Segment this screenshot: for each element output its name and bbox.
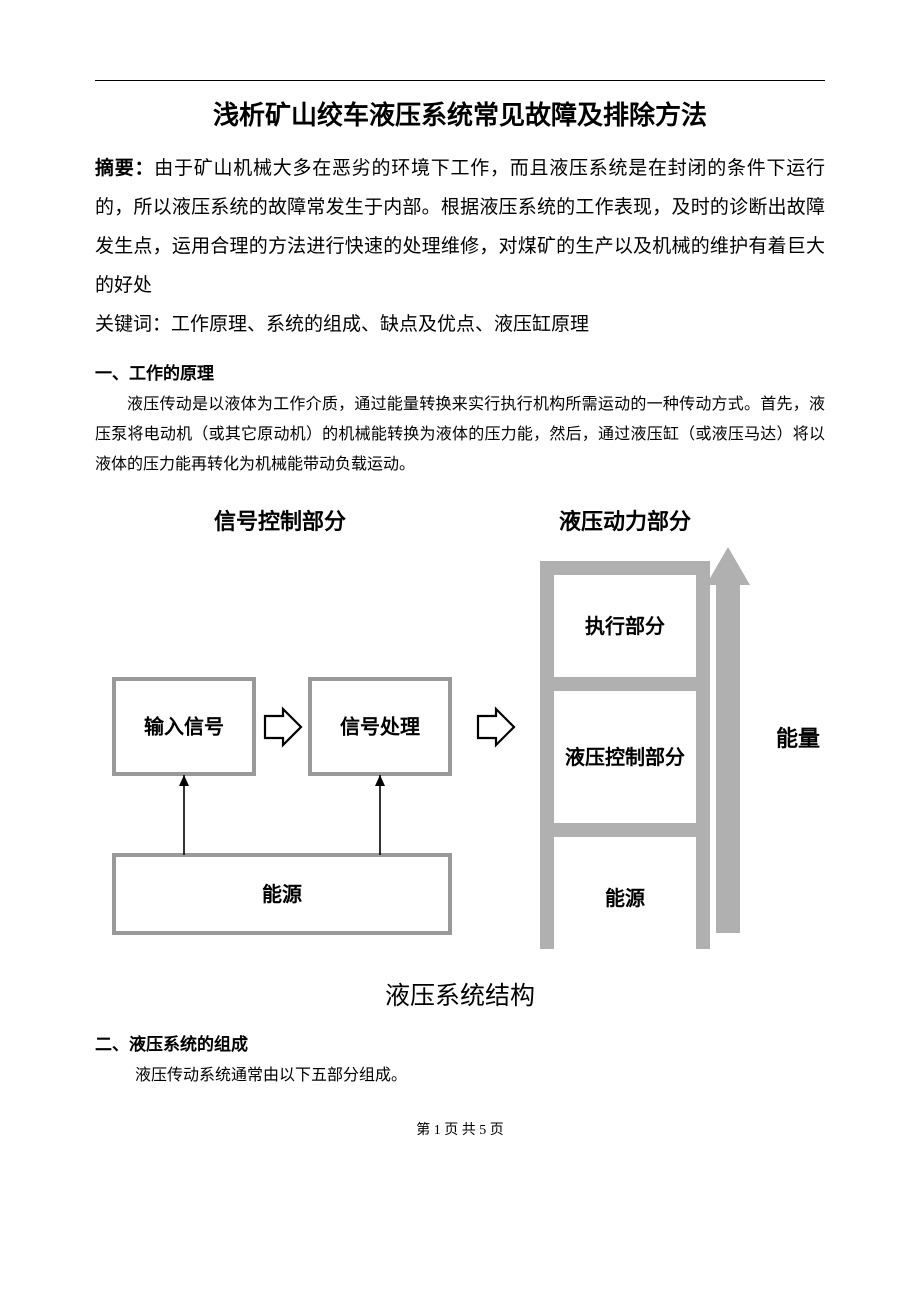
section-2-body: 液压传动系统通常由以下五部分组成。	[95, 1061, 825, 1091]
header-hydraulic-power: 液压动力部分	[559, 509, 691, 534]
energy-cell-label: 能源	[605, 886, 645, 910]
document-title: 浅析矿山绞车液压系统常见故障及排除方法	[95, 95, 825, 132]
section-1-body: 液压传动是以液体为工作介质，通过能量转换来实行执行机构所需运动的一种传动方式。首…	[95, 390, 825, 481]
energy-flow-arrow	[706, 547, 750, 933]
arrow-source-to-input-head	[179, 775, 189, 786]
arrow-process-to-stack	[478, 709, 514, 745]
section-1-heading: 一、工作的原理	[95, 359, 825, 384]
signal-process-box-label: 信号处理	[340, 714, 420, 738]
hydraulic-system-diagram: 信号控制部分液压动力部分输入信号信号处理能源执行部分液压控制部分能源能量流 液压…	[100, 499, 820, 1012]
abstract-label: 摘要：	[95, 158, 154, 179]
header-signal-control: 信号控制部分	[214, 509, 346, 534]
energy-flow-label: 能量流	[776, 726, 820, 751]
diagram-caption: 液压系统结构	[100, 976, 820, 1012]
energy-source-box-label: 能源	[262, 882, 302, 906]
page-footer: 第 1 页 共 5 页	[95, 1119, 825, 1139]
abstract-paragraph: 摘要：由于矿山机械大多在恶劣的环境下工作，而且液压系统是在封闭的条件下运行的，所…	[95, 150, 825, 306]
hydraulic-control-cell-label: 液压控制部分	[565, 745, 685, 769]
arrow-source-to-process-head	[375, 775, 385, 786]
exec-part-cell-label: 执行部分	[585, 614, 665, 638]
abstract-text: 由于矿山机械大多在恶劣的环境下工作，而且液压系统是在封闭的条件下运行的，所以液压…	[95, 158, 825, 296]
diagram-svg: 信号控制部分液压动力部分输入信号信号处理能源执行部分液压控制部分能源能量流	[100, 499, 820, 949]
section-2-heading: 二、液压系统的组成	[95, 1030, 825, 1055]
keywords-line: 关键词：工作原理、系统的组成、缺点及优点、液压缸原理	[95, 306, 825, 345]
arrow-input-to-process	[265, 709, 301, 745]
input-signal-box-label: 输入信号	[144, 714, 224, 738]
top-rule	[95, 80, 825, 81]
